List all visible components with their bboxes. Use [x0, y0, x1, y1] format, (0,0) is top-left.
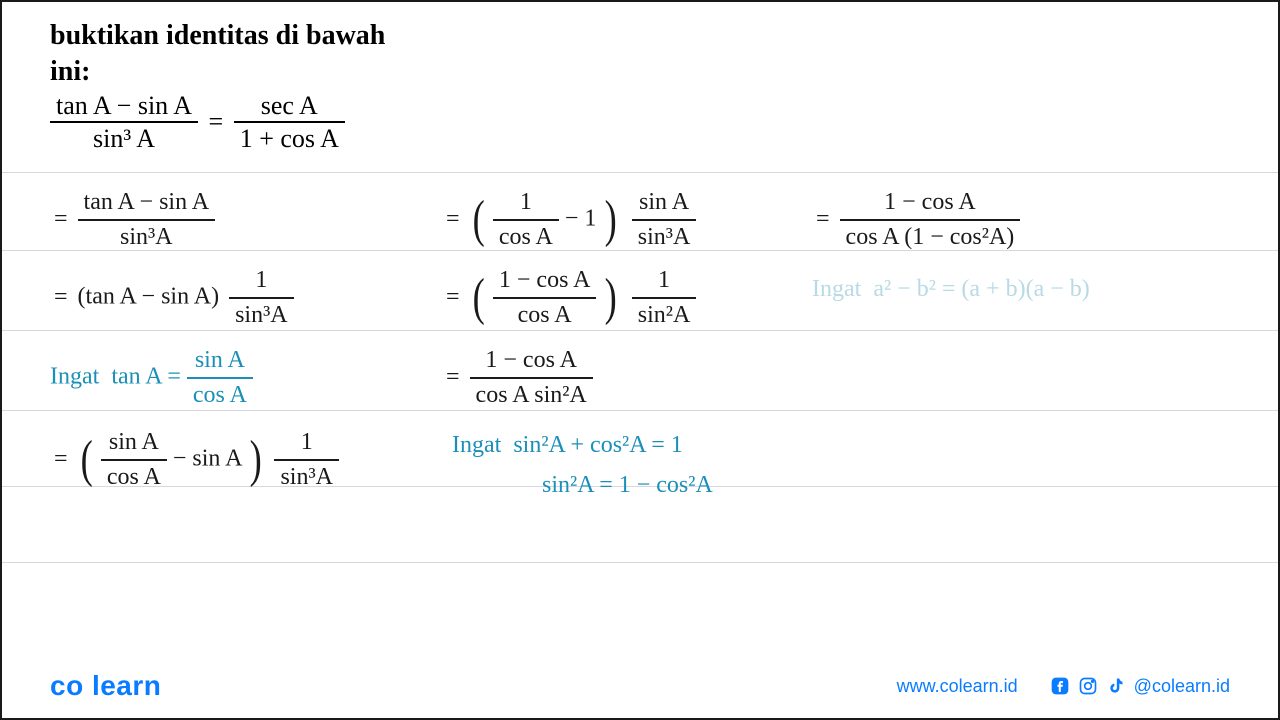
eq-sign: = [446, 206, 460, 233]
work-c2-r3: = 1 − cos A cos A sin²A [442, 346, 593, 410]
fraction-den: cos A [187, 379, 253, 410]
fraction-num: 1 − cos A [840, 188, 1021, 221]
paren-right: ) [250, 439, 262, 481]
note-body: sin²A + cos²A = 1 [513, 432, 682, 458]
eq-sign: = [54, 284, 68, 311]
fraction-den: cos A [101, 461, 167, 492]
rhs-denominator: 1 + cos A [234, 123, 345, 154]
paper-rule [2, 410, 1278, 411]
note-label: Ingat [50, 363, 99, 389]
work-c3-note: Ingat a² − b² = (a + b)(a − b) [812, 276, 1090, 303]
paren-left: ( [472, 277, 484, 319]
fraction-num: 1 [229, 266, 294, 299]
fraction-num: 1 [632, 266, 697, 299]
footer: co learn www.colearn.id @colearn.id [2, 654, 1278, 718]
paren-right: ) [605, 199, 617, 241]
fraction-den: cos A [493, 299, 597, 330]
note-label: Ingat [452, 432, 501, 458]
facebook-icon [1050, 676, 1070, 696]
eq-sign: = [54, 446, 68, 473]
fraction-den: cos A (1 − cos²A) [840, 221, 1021, 252]
fraction-num: 1 [493, 188, 559, 221]
footer-handle: @colearn.id [1134, 676, 1230, 697]
equals-sign: = [209, 107, 224, 137]
fraction-num: 1 − cos A [493, 266, 597, 299]
fraction-den: sin²A [632, 299, 697, 330]
work-c1-r1: = tan A − sin A sin³A [50, 188, 215, 252]
eq-sign: = [54, 206, 68, 233]
fraction-num: 1 [274, 428, 339, 461]
paren-right: ) [605, 277, 617, 319]
fraction-num: sin A [101, 428, 167, 461]
brand-logo: co learn [50, 670, 161, 702]
note-label: Ingat [812, 276, 861, 302]
paren-tail: − sin A [173, 445, 241, 471]
work-c1-note: Ingat tan A = sin A cos A [50, 346, 253, 410]
work-c2-r1: = ( 1 cos A − 1 ) sin A sin³A [442, 188, 696, 252]
fraction-den: sin³A [229, 299, 294, 330]
work-c2-note: Ingat sin²A + cos²A = 1 [452, 432, 683, 459]
rhs-numerator: sec A [234, 90, 345, 123]
footer-url: www.colearn.id [897, 676, 1018, 697]
paren-left: ( [472, 199, 484, 241]
eq-sign: = [816, 206, 830, 233]
fraction-den: cos A sin²A [470, 379, 593, 410]
note-body: sin²A = 1 − cos²A [542, 472, 713, 498]
work-c1-r2: = (tan A − sin A) 1 sin³A [50, 266, 294, 330]
paper-rule [2, 172, 1278, 173]
footer-social: @colearn.id [1050, 676, 1230, 697]
instagram-icon [1078, 676, 1098, 696]
fraction-num: sin A [187, 346, 253, 379]
lhs-numerator: tan A − sin A [50, 90, 198, 123]
fraction-num: sin A [632, 188, 697, 221]
eq-sign: = [446, 284, 460, 311]
fraction-den: sin³A [274, 461, 339, 492]
paren-expr: (tan A − sin A) [78, 283, 220, 309]
work-c1-r4: = ( sin A cos A − sin A ) 1 sin³A [50, 428, 339, 492]
eq-sign: = [446, 364, 460, 391]
work-c2-note-line2: sin²A = 1 − cos²A [542, 472, 713, 499]
problem-equation: tan A − sin A sin³ A = sec A 1 + cos A [50, 90, 345, 154]
fraction-den: cos A [493, 221, 559, 252]
paper-rule [2, 330, 1278, 331]
problem-title-line2: ini: [50, 56, 90, 88]
fraction-den: sin³A [78, 221, 216, 252]
paren-tail: − 1 [565, 205, 597, 231]
fraction-num: tan A − sin A [78, 188, 216, 221]
note-lhs: tan A = [111, 363, 181, 389]
work-c2-r2: = ( 1 − cos A cos A ) 1 sin²A [442, 266, 696, 330]
fraction-num: 1 − cos A [470, 346, 593, 379]
lhs-denominator: sin³ A [50, 123, 198, 154]
fraction-den: sin³A [632, 221, 697, 252]
note-body: a² − b² = (a + b)(a − b) [873, 276, 1089, 302]
tiktok-icon [1106, 676, 1126, 696]
problem-title-line1: buktikan identitas di bawah [50, 20, 385, 52]
work-c3-r1: = 1 − cos A cos A (1 − cos²A) [812, 188, 1020, 252]
paper-rule [2, 562, 1278, 563]
paren-left: ( [80, 439, 92, 481]
